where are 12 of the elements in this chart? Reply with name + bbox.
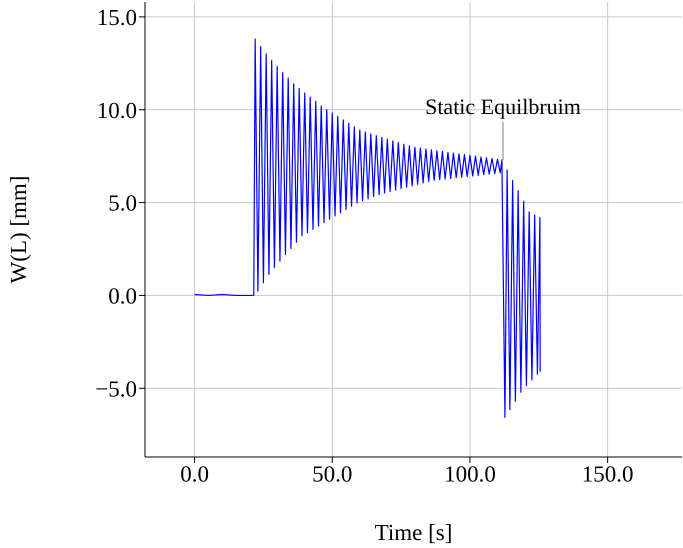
y-tick-label: 5.0	[108, 190, 137, 216]
x-tick-label: 50.0	[312, 461, 352, 486]
y-tick-label: 15.0	[96, 5, 137, 30]
x-tick-label: 150.0	[582, 461, 634, 486]
y-tick-label: 0.0	[108, 284, 137, 309]
y-axis-title: W(L) [mm]	[6, 176, 32, 284]
y-tick-label: −5.0	[95, 376, 137, 402]
annotation: Static Equilbruim	[425, 94, 581, 119]
x-axis-title: Time [s]	[374, 520, 452, 545]
x-tick-label: 0.0	[180, 461, 209, 486]
x-tick-label: 100.0	[444, 461, 496, 486]
y-tick-label: 10.0	[96, 98, 137, 123]
